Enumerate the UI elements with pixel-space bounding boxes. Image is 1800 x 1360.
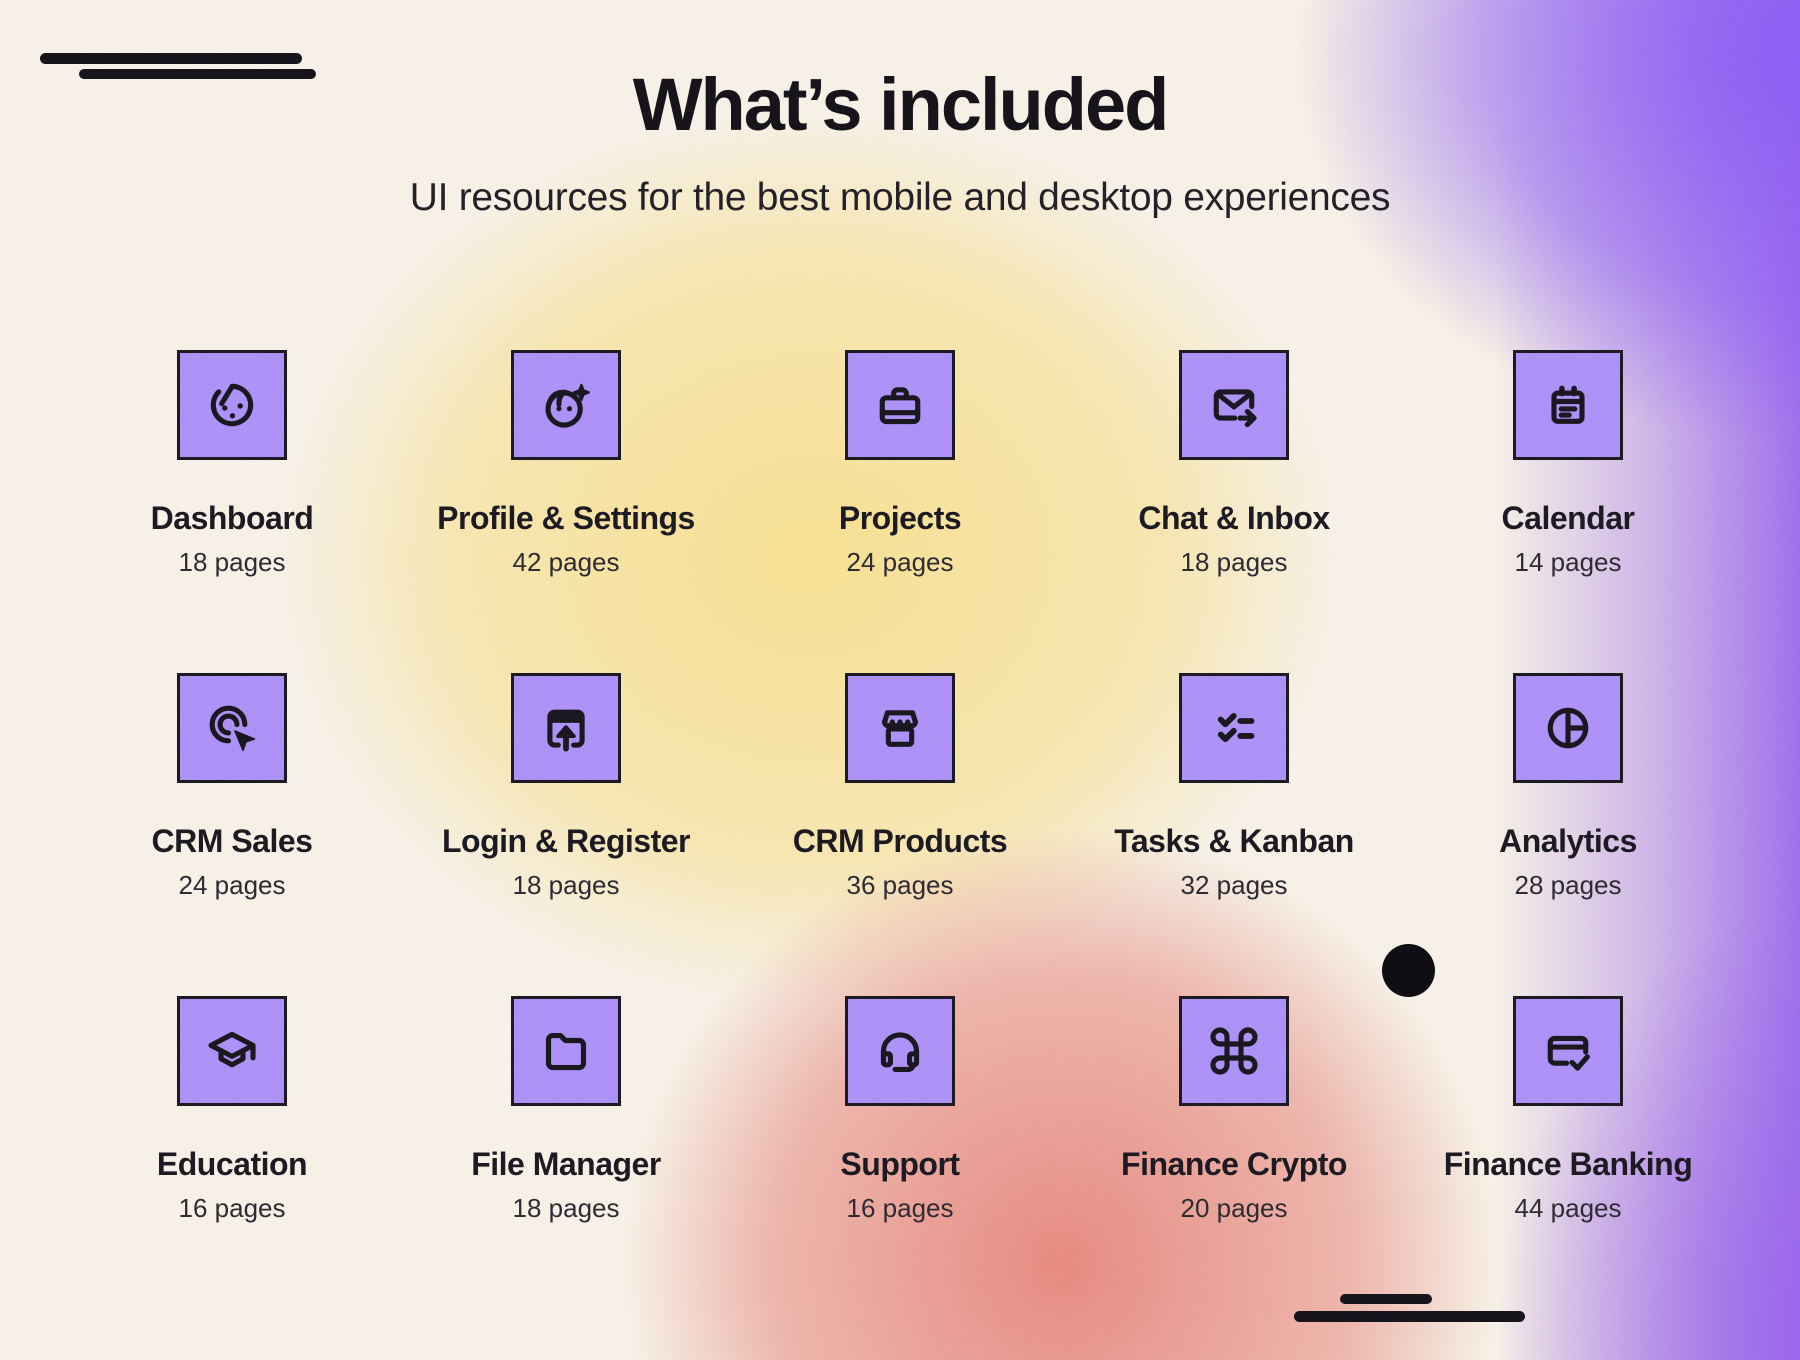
feature-item-analytics: Analytics 28 pages	[1401, 673, 1735, 900]
top-left-stroke-2	[79, 69, 316, 79]
feature-title: CRM Sales	[151, 823, 313, 859]
feature-item-education: Education 16 pages	[65, 996, 399, 1223]
feature-item-crm-products: CRM Products 36 pages	[733, 673, 1067, 900]
folder-icon	[545, 1033, 587, 1071]
feature-tile	[177, 350, 287, 460]
feature-pages: 20 pages	[1180, 1193, 1288, 1223]
graduation-cap-icon	[208, 1031, 256, 1068]
feature-tile	[1179, 350, 1289, 460]
feature-pages: 16 pages	[178, 1193, 286, 1223]
feature-tile	[511, 996, 621, 1106]
feature-title: Support	[840, 1146, 960, 1182]
feature-title: Profile & Settings	[437, 500, 695, 536]
pie-chart-icon	[1547, 707, 1589, 749]
feature-pages: 18 pages	[1180, 547, 1288, 577]
feature-title: Education	[156, 1146, 308, 1182]
feature-pages: 42 pages	[512, 547, 620, 577]
feature-tile	[1179, 996, 1289, 1106]
feature-title: Calendar	[1501, 500, 1635, 536]
page-subtitle: UI resources for the best mobile and des…	[409, 176, 1391, 219]
feature-title: Tasks & Kanban	[1114, 823, 1354, 859]
feature-pages: 18 pages	[178, 547, 286, 577]
login-window-icon	[547, 709, 585, 752]
feature-pages: 24 pages	[846, 547, 954, 577]
top-left-stroke-1	[40, 53, 302, 64]
bottom-right-stroke-2	[1294, 1311, 1525, 1322]
feature-title: Chat & Inbox	[1138, 500, 1330, 536]
feature-pages: 32 pages	[1180, 870, 1288, 900]
feature-pages: 36 pages	[846, 870, 954, 900]
headset-icon	[880, 1032, 920, 1072]
feature-title: Login & Register	[441, 823, 691, 859]
feature-pages: 16 pages	[846, 1193, 954, 1223]
feature-item-dashboard: Dashboard 18 pages	[65, 350, 399, 577]
feature-tile	[845, 673, 955, 783]
feature-tile	[845, 350, 955, 460]
feature-pages: 44 pages	[1514, 1193, 1622, 1223]
checklist-icon	[1217, 712, 1255, 743]
feature-tile	[177, 673, 287, 783]
feature-item-login-register: Login & Register 18 pages	[399, 673, 733, 900]
feature-item-profile-settings: Profile & Settings 42 pages	[399, 350, 733, 577]
feature-tile	[1513, 673, 1623, 783]
feature-title: Analytics	[1499, 823, 1637, 859]
feature-pages: 24 pages	[178, 870, 286, 900]
feature-item-file-manager: File Manager 18 pages	[399, 996, 733, 1223]
feature-item-calendar: Calendar 14 pages	[1401, 350, 1735, 577]
feature-tile	[1513, 996, 1623, 1106]
feature-title: CRM Products	[792, 823, 1008, 859]
feature-item-chat-inbox: Chat & Inbox 18 pages	[1067, 350, 1401, 577]
feature-title: Dashboard	[150, 500, 314, 536]
feature-item-support: Support 16 pages	[733, 996, 1067, 1223]
feature-title: File Manager	[471, 1146, 661, 1182]
feature-title: Finance Crypto	[1121, 1146, 1347, 1182]
feature-item-crm-sales: CRM Sales 24 pages	[65, 673, 399, 900]
feature-tile	[511, 350, 621, 460]
feature-pages: 18 pages	[512, 870, 620, 900]
briefcase-icon	[879, 387, 921, 425]
feature-title: Finance Banking	[1443, 1146, 1693, 1182]
feature-title: Projects	[838, 500, 962, 536]
feature-pages: 14 pages	[1514, 547, 1622, 577]
feature-pages: 28 pages	[1514, 870, 1622, 900]
gauge-icon	[210, 383, 254, 427]
feature-item-finance-banking: Finance Banking 44 pages	[1401, 996, 1735, 1223]
features-grid: Dashboard 18 pages Profile & Settings 42…	[65, 350, 1735, 1223]
cursor-click-icon	[209, 705, 256, 752]
feature-tile	[1179, 673, 1289, 783]
calendar-icon	[1551, 385, 1585, 424]
feature-tile	[1513, 350, 1623, 460]
face-sparkle-icon	[545, 383, 591, 428]
feature-tile	[511, 673, 621, 783]
credit-card-check-icon	[1547, 1035, 1590, 1071]
bottom-right-stroke-1	[1340, 1294, 1432, 1304]
storefront-icon	[882, 710, 918, 747]
feature-item-finance-crypto: Finance Crypto 20 pages	[1067, 996, 1401, 1223]
mail-forward-icon	[1213, 389, 1257, 428]
feature-tile	[177, 996, 287, 1106]
feature-item-projects: Projects 24 pages	[733, 350, 1067, 577]
black-dot-decor	[1382, 944, 1435, 997]
command-icon	[1210, 1027, 1258, 1075]
feature-item-tasks-kanban: Tasks & Kanban 32 pages	[1067, 673, 1401, 900]
feature-pages: 18 pages	[512, 1193, 620, 1223]
feature-tile	[845, 996, 955, 1106]
